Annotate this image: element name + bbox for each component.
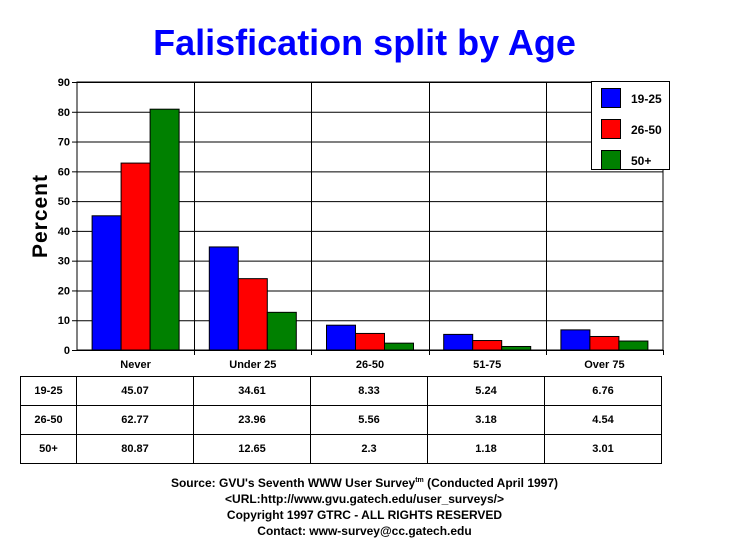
- y-tick-label: 50: [58, 196, 70, 208]
- row-header: 50+: [20, 434, 77, 464]
- y-tick-label: 80: [58, 107, 70, 119]
- y-tick-label: 60: [58, 166, 70, 178]
- y-tick-label: 10: [58, 315, 70, 327]
- contact-text: Contact: www-survey@cc.gatech.edu: [257, 524, 472, 538]
- table-cell: 80.87: [76, 434, 194, 464]
- table-cell: 4.54: [544, 405, 662, 435]
- bar: [472, 340, 503, 351]
- x-tick-label: 51-75: [473, 359, 501, 371]
- bar: [443, 333, 474, 351]
- row-header: 19-25: [20, 376, 77, 406]
- bar: [208, 246, 239, 351]
- bar: [149, 108, 180, 351]
- y-tick-label: 90: [58, 77, 70, 89]
- y-axis-label: Percent: [29, 174, 52, 258]
- y-tick-label: 20: [58, 285, 70, 297]
- x-tick-label: Over 75: [584, 359, 624, 371]
- bar: [501, 345, 532, 351]
- table-cell: 3.01: [544, 434, 662, 464]
- bar: [326, 324, 356, 351]
- legend-label: 50+: [631, 154, 652, 168]
- legend-swatch: [601, 88, 621, 108]
- table-cell: 34.61: [193, 376, 311, 406]
- y-tick-label: 70: [58, 137, 70, 149]
- source-url: <URL:http://www.gvu.gatech.edu/user_surv…: [225, 492, 504, 506]
- trademark-mark: tm: [415, 477, 424, 484]
- table-cell: 3.18: [427, 405, 545, 435]
- bar: [355, 332, 385, 351]
- bar: [266, 311, 297, 351]
- table-cell: 1.18: [427, 434, 545, 464]
- x-tick-label: Never: [120, 359, 151, 371]
- footer: Source: GVU's Seventh WWW User Surveytm …: [0, 473, 729, 539]
- bar: [618, 340, 649, 351]
- bar: [384, 342, 414, 351]
- table-cell: 62.77: [76, 405, 194, 435]
- table-cell: 5.24: [427, 376, 545, 406]
- bar: [560, 329, 591, 351]
- legend-item: 50+: [601, 150, 669, 170]
- legend-label: 26-50: [631, 123, 662, 137]
- table-cell: 8.33: [310, 376, 428, 406]
- table-cell: 6.76: [544, 376, 662, 406]
- legend-item: 19-25: [601, 88, 669, 108]
- data-table: 19-25 45.07 34.61 8.33 5.24 6.76 26-50 62.77 23.…: [20, 376, 662, 464]
- x-tick-label: 26-50: [356, 359, 384, 371]
- legend: 19-25 26-50 50+: [591, 81, 670, 170]
- legend-swatch: [601, 119, 621, 139]
- y-tick-label: 0: [64, 345, 70, 357]
- table-row: 19-25 45.07 34.61 8.33 5.24 6.76: [20, 376, 662, 406]
- table-cell: 2.3: [310, 434, 428, 464]
- bar: [91, 215, 122, 351]
- table-cell: 5.56: [310, 405, 428, 435]
- legend-swatch: [601, 150, 621, 170]
- table-row: 50+ 80.87 12.65 2.3 1.18 3.01: [20, 434, 662, 464]
- source-text: Source: GVU's Seventh WWW User Survey: [170, 476, 416, 490]
- source-date: (Conducted April 1997): [423, 476, 559, 490]
- x-tick-label: Under 25: [229, 359, 276, 371]
- copyright-text: Copyright 1997 GTRC - ALL RIGHTS RESERVE…: [226, 508, 503, 522]
- bar: [589, 335, 620, 351]
- table-cell: 45.07: [76, 376, 194, 406]
- y-tick-label: 30: [58, 256, 70, 268]
- table-row: 26-50 62.77 23.96 5.56 3.18 4.54: [20, 405, 662, 435]
- bar: [237, 278, 268, 351]
- bar: [120, 162, 151, 351]
- y-tick-label: 40: [58, 226, 70, 238]
- legend-label: 19-25: [631, 92, 662, 106]
- table-cell: 23.96: [193, 405, 311, 435]
- row-header: 26-50: [20, 405, 77, 435]
- legend-item: 26-50: [601, 119, 669, 139]
- table-cell: 12.65: [193, 434, 311, 464]
- bar-chart: 0 10 20 30 40 50 60 70 80 90 Never Under 25 26-50 51-…: [29, 77, 664, 371]
- chart-title: Falisfication split by Age: [153, 22, 576, 63]
- source-line: Source: GVU's Seventh WWW User Surveytm …: [0, 473, 729, 491]
